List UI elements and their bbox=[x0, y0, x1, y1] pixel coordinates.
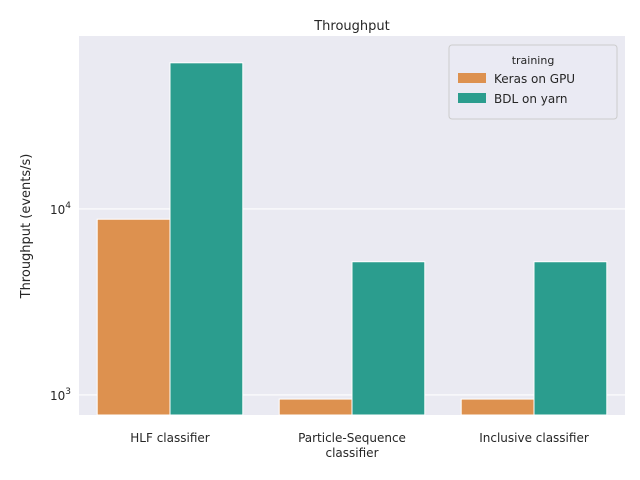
legend-swatch bbox=[458, 73, 486, 83]
x-tick-label: Particle-Sequence classifier bbox=[298, 431, 406, 460]
bar-bdl-on-yarn bbox=[169, 62, 244, 416]
y-tick-label: 104 bbox=[50, 201, 71, 217]
y-tick-label: 103 bbox=[50, 387, 71, 403]
legend-title: training bbox=[512, 54, 555, 67]
x-tick-label: Inclusive classifier bbox=[479, 431, 589, 445]
x-tick-labels: HLF classifier Particle-Sequence classifie… bbox=[130, 431, 589, 460]
bar-keras-on-gpu bbox=[96, 218, 171, 416]
legend-label: Keras on GPU bbox=[494, 72, 575, 86]
bar-bdl-on-yarn bbox=[533, 261, 608, 416]
legend-box bbox=[448, 44, 618, 120]
legend-swatch bbox=[458, 93, 486, 103]
legend: training Keras on GPU BDL on yarn bbox=[448, 44, 618, 120]
legend-label: BDL on yarn bbox=[494, 92, 568, 106]
y-axis-title: Throughput (events/s) bbox=[19, 154, 34, 300]
y-tick-labels: 103 104 bbox=[50, 201, 71, 403]
bars bbox=[96, 62, 608, 416]
bar-bdl-on-yarn bbox=[351, 261, 426, 416]
chart-title: Throughput bbox=[313, 19, 390, 34]
x-tick-label: HLF classifier bbox=[130, 431, 209, 445]
bar-keras-on-gpu bbox=[460, 398, 535, 416]
bar-keras-on-gpu bbox=[278, 398, 353, 416]
